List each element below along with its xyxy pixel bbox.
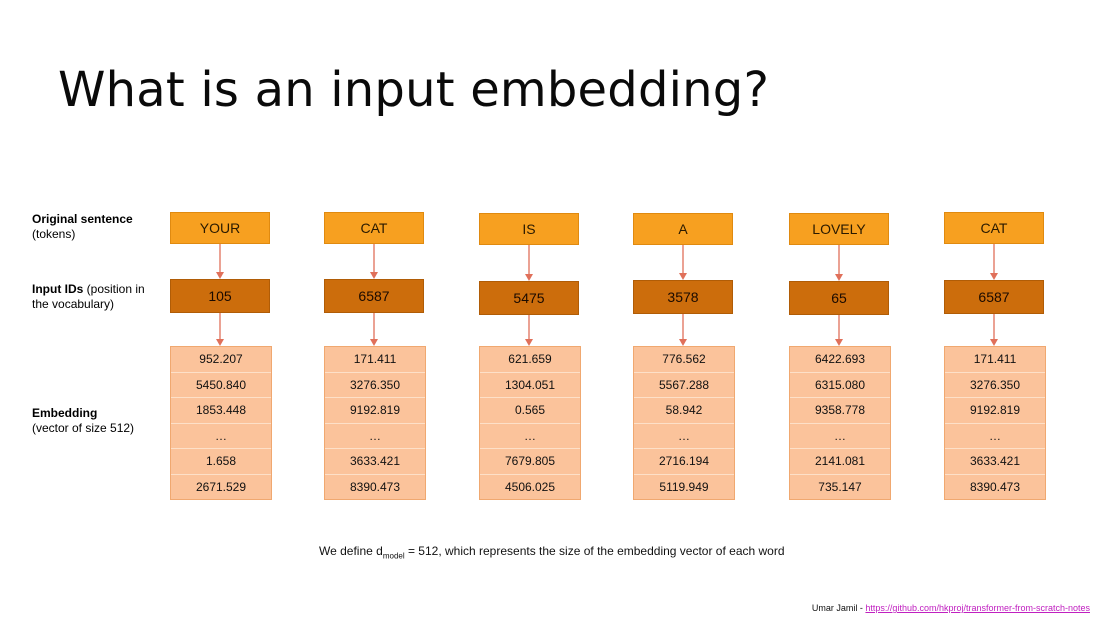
token-box: YOUR <box>170 212 270 244</box>
embedding-vector: 171.411 3276.350 9192.819… 3633.421 8390.473 <box>324 346 426 500</box>
embedding-cell: 6422.693 <box>790 347 890 372</box>
note-subscript: model <box>382 551 405 561</box>
embedding-cell: 621.659 <box>480 347 580 372</box>
arrow-id-to-embedding <box>216 313 224 346</box>
embedding-cell: … <box>945 422 1045 448</box>
arrow-token-to-id <box>216 244 224 279</box>
embedding-cell: 3633.421 <box>945 448 1045 474</box>
embedding-cell: 58.942 <box>634 397 734 423</box>
embedding-cell: 171.411 <box>325 347 425 372</box>
note-prefix: We define d <box>319 544 383 558</box>
embedding-cell: … <box>634 422 734 448</box>
embedding-cell: 7679.805 <box>480 448 580 474</box>
footer-author: Umar Jamil - <box>811 603 866 613</box>
arrow-token-to-id <box>835 245 843 281</box>
embedding-cell: 8390.473 <box>945 473 1045 499</box>
embedding-cell: … <box>790 422 890 448</box>
embedding-cell: 3276.350 <box>945 371 1045 397</box>
token-box: LOVELY <box>789 213 889 245</box>
slide-title: What is an input embedding? <box>58 62 770 118</box>
footer-link[interactable]: https://github.com/hkproj/transformer-fr… <box>865 603 1090 613</box>
token-box: CAT <box>944 212 1044 244</box>
embedding-vector: 6422.693 6315.080 9358.778… 2141.081 735.147 <box>789 346 891 500</box>
arrow-token-to-id <box>679 245 687 280</box>
embedding-cell: 9192.819 <box>945 397 1045 423</box>
embedding-cell: 5119.949 <box>634 473 734 499</box>
label-original-sentence: Original sentence (tokens) <box>32 212 133 242</box>
token-box: CAT <box>324 212 424 244</box>
footer-credit: Umar Jamil - https://github.com/hkproj/t… <box>812 603 1090 613</box>
embedding-cell: 1.658 <box>171 448 271 474</box>
embedding-cell: 735.147 <box>790 473 890 499</box>
embedding-cell: 0.565 <box>480 397 580 423</box>
embedding-vector: 952.207 5450.840 1853.448… 1.658 2671.529 <box>170 346 272 500</box>
embedding-cell: 3276.350 <box>325 371 425 397</box>
arrow-token-to-id <box>525 245 533 281</box>
embedding-vector: 776.562 5567.288 58.942… 2716.194 5119.949 <box>633 346 735 500</box>
token-box: IS <box>479 213 579 245</box>
token-column: A 3578 776.562 5567.288 58.942… 2716.194 5119.… <box>633 0 735 619</box>
embedding-cell: 2141.081 <box>790 448 890 474</box>
embedding-cell: 2671.529 <box>171 473 271 499</box>
arrow-id-to-embedding <box>370 313 378 346</box>
label-embedding: Embedding (vector of size 512) <box>32 406 134 436</box>
embedding-cell: 1304.051 <box>480 371 580 397</box>
token-column: LOVELY 65 6422.693 6315.080 9358.778… 2141.08… <box>789 0 891 619</box>
arrow-id-to-embedding <box>525 315 533 346</box>
embedding-cell: … <box>325 422 425 448</box>
token-column: CAT 6587 171.411 3276.350 9192.819… 3633.421 8… <box>324 0 426 619</box>
token-column: YOUR 105 952.207 5450.840 1853.448… 1.658 2671… <box>170 0 272 619</box>
arrow-token-to-id <box>990 244 998 280</box>
token-box: A <box>633 213 733 245</box>
embedding-cell: 9358.778 <box>790 397 890 423</box>
note-suffix: = 512, which represents the size of the … <box>404 544 785 558</box>
input-id-box: 5475 <box>479 281 579 315</box>
embedding-cell: … <box>171 422 271 448</box>
embedding-cell: … <box>480 422 580 448</box>
embedding-cell: 9192.819 <box>325 397 425 423</box>
embedding-cell: 5450.840 <box>171 371 271 397</box>
embedding-cell: 4506.025 <box>480 473 580 499</box>
label-input-ids-bold: Input IDs <box>32 282 84 296</box>
label-input-ids: Input IDs (position in the vocabulary) <box>32 282 157 312</box>
input-id-box: 6587 <box>944 280 1044 314</box>
embedding-cell: 8390.473 <box>325 473 425 499</box>
input-id-box: 105 <box>170 279 270 313</box>
embedding-cell: 5567.288 <box>634 371 734 397</box>
embedding-cell: 6315.080 <box>790 371 890 397</box>
input-id-box: 6587 <box>324 279 424 313</box>
embedding-vector: 171.411 3276.350 9192.819… 3633.421 8390.473 <box>944 346 1046 500</box>
embedding-cell: 3633.421 <box>325 448 425 474</box>
arrow-id-to-embedding <box>990 314 998 346</box>
embedding-cell: 1853.448 <box>171 397 271 423</box>
arrow-token-to-id <box>370 244 378 279</box>
label-embedding-sub: (vector of size 512) <box>32 421 135 435</box>
embedding-cell: 2716.194 <box>634 448 734 474</box>
input-id-box: 65 <box>789 281 889 315</box>
arrow-id-to-embedding <box>679 314 687 346</box>
embedding-vector: 621.659 1304.051 0.565… 7679.805 4506.025 <box>479 346 581 500</box>
input-id-box: 3578 <box>633 280 733 314</box>
token-column: IS 5475 621.659 1304.051 0.565… 7679.805 4506.… <box>479 0 581 619</box>
arrow-id-to-embedding <box>835 315 843 346</box>
label-original-sentence-bold: Original sentence <box>32 212 133 226</box>
label-input-ids-sub: (position in the vocabulary) <box>32 282 145 311</box>
embedding-cell: 952.207 <box>171 347 271 372</box>
embedding-cell: 171.411 <box>945 347 1045 372</box>
token-column: CAT 6587 171.411 3276.350 9192.819… 3633.421 8… <box>944 0 1046 619</box>
label-original-sentence-sub: (tokens) <box>32 227 76 241</box>
dmodel-note: We define dmodel = 512, which represents… <box>319 544 785 560</box>
label-embedding-bold: Embedding <box>32 406 98 420</box>
embedding-cell: 776.562 <box>634 347 734 372</box>
